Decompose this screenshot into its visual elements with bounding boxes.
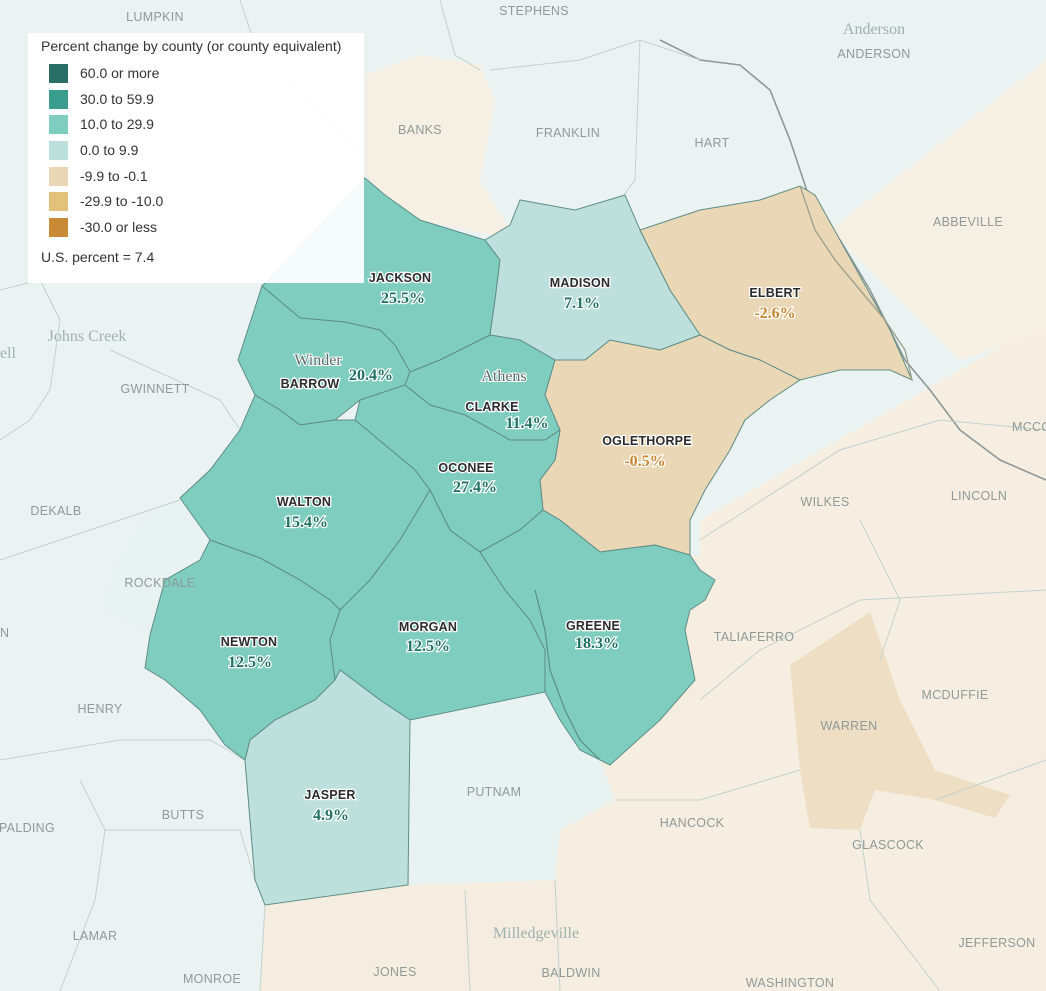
label-abbeville: ABBEVILLE	[933, 215, 1003, 229]
county-value-jackson: 25.5%	[381, 290, 425, 307]
label-glascock: GLASCOCK	[852, 838, 924, 852]
legend-label: 60.0 or more	[80, 65, 160, 81]
legend-label: -29.9 to -10.0	[80, 193, 164, 209]
legend-label: -9.9 to -0.1	[80, 168, 148, 184]
legend-swatch	[49, 217, 68, 237]
legend-swatch	[49, 191, 68, 211]
label-lumpkin: LUMPKIN	[126, 10, 184, 24]
county-name-oconee: OCONEE	[438, 461, 493, 475]
county-value-madison: 7.1%	[564, 295, 600, 312]
legend-label: 10.0 to 29.9	[80, 116, 154, 132]
legend-swatch	[49, 166, 68, 186]
oconee-river-detail	[534, 589, 601, 761]
label-gwinnett: GWINNETT	[120, 382, 189, 396]
label-rockdale: ROCKDALE	[124, 576, 195, 590]
city-milledgeville: Milledgeville	[493, 925, 579, 942]
city-johns-creek: Johns Creek	[48, 328, 127, 345]
county-value-barrow: 20.4%	[349, 367, 393, 384]
county-name-elbert: ELBERT	[749, 286, 800, 300]
label-lamar: LAMAR	[73, 929, 118, 943]
label-taliaferro: TALIAFERRO	[714, 630, 795, 644]
county-value-greene: 18.3%	[575, 635, 619, 652]
county-value-clarke: 11.4%	[505, 415, 548, 432]
city-winder: Winder	[294, 352, 342, 369]
label-dekalb: DEKALB	[30, 504, 81, 518]
label-stephens: STEPHENS	[499, 4, 569, 18]
county-value-morgan: 12.5%	[406, 638, 450, 655]
city-athens: Athens	[481, 368, 526, 385]
background-region-rockdale	[100, 498, 210, 635]
study-counties	[144, 177, 913, 906]
label-wilkes: WILKES	[800, 495, 849, 509]
label-lincoln: LINCOLN	[951, 489, 1007, 503]
label-warren: WARREN	[821, 719, 878, 733]
background-region-putnam	[408, 692, 615, 885]
label-anderson: ANDERSON	[837, 47, 910, 61]
legend-swatch	[49, 63, 68, 83]
legend-label: 0.0 to 9.9	[80, 142, 139, 158]
legend-item: -9.9 to -0.1	[49, 166, 148, 186]
label-spalding: PALDING	[0, 821, 55, 835]
label-hart: HART	[694, 136, 729, 150]
legend-swatch	[49, 89, 68, 109]
county-name-greene: GREENE	[566, 619, 620, 633]
county-value-oconee: 27.4%	[453, 479, 497, 496]
legend-item: -30.0 or less	[49, 217, 157, 237]
label-franklin: FRANKLIN	[536, 126, 600, 140]
legend-item: 30.0 to 59.9	[49, 89, 154, 109]
label-baldwin: BALDWIN	[541, 966, 600, 980]
label-jefferson: JEFFERSON	[958, 936, 1035, 950]
label-mcc: MCCO	[1012, 420, 1046, 434]
background-region-east	[560, 320, 1046, 991]
label-edge-n: N	[0, 626, 9, 640]
background-region-warren	[790, 612, 1010, 830]
county-value-jasper: 4.9%	[313, 807, 349, 824]
label-henry: HENRY	[77, 702, 122, 716]
label-mcduffie: MCDUFFIE	[922, 688, 989, 702]
legend-title: Percent change by county (or county equi…	[41, 38, 342, 54]
legend-item: 10.0 to 29.9	[49, 114, 154, 134]
label-jones: JONES	[373, 965, 416, 979]
label-hancock: HANCOCK	[660, 816, 725, 830]
legend-label: 30.0 to 59.9	[80, 91, 154, 107]
legend-item: 60.0 or more	[49, 63, 159, 83]
label-putnam: PUTNAM	[467, 785, 522, 799]
county-value-newton: 12.5%	[228, 654, 272, 671]
county-name-oglethorpe: OGLETHORPE	[602, 434, 692, 448]
background-labels: LUMPKIN STEPHENS ANDERSON BANKS FRANKLIN…	[0, 4, 1046, 990]
label-banks: BANKS	[398, 123, 442, 137]
legend: Percent change by county (or county equi…	[28, 33, 364, 283]
background-region-abbeville	[830, 60, 1046, 360]
county-value-oglethorpe: -0.5%	[624, 453, 665, 470]
city-anderson: Anderson	[843, 21, 905, 38]
label-butts: BUTTS	[162, 808, 204, 822]
legend-label: -30.0 or less	[80, 219, 158, 235]
county-value-walton: 15.4%	[284, 514, 328, 531]
county-name-walton: WALTON	[277, 495, 331, 509]
legend-item: -29.9 to -10.0	[49, 191, 163, 211]
label-monroe: MONROE	[183, 972, 241, 986]
county-name-newton: NEWTON	[221, 635, 278, 649]
savannah-river-detail	[799, 185, 913, 381]
legend-item: 0.0 to 9.9	[49, 140, 138, 160]
county-name-madison: MADISON	[550, 276, 610, 290]
us-percent-note: U.S. percent = 7.4	[41, 249, 155, 265]
county-name-clarke: CLARKE	[465, 400, 518, 414]
county-name-jackson: JACKSON	[369, 271, 432, 285]
legend-swatch	[49, 140, 68, 160]
county-labels: JACKSON 25.5% MADISON 7.1% ELBERT -2.6% …	[219, 270, 801, 826]
label-washington: WASHINGTON	[746, 976, 834, 990]
city-edge-ell: ell	[0, 345, 17, 362]
background-region-banks	[365, 55, 515, 240]
legend-swatch	[49, 114, 68, 134]
county-name-morgan: MORGAN	[399, 620, 457, 634]
county-value-elbert: -2.6%	[754, 305, 795, 322]
county-name-barrow: BARROW	[281, 377, 340, 391]
county-name-jasper: JASPER	[304, 788, 355, 802]
